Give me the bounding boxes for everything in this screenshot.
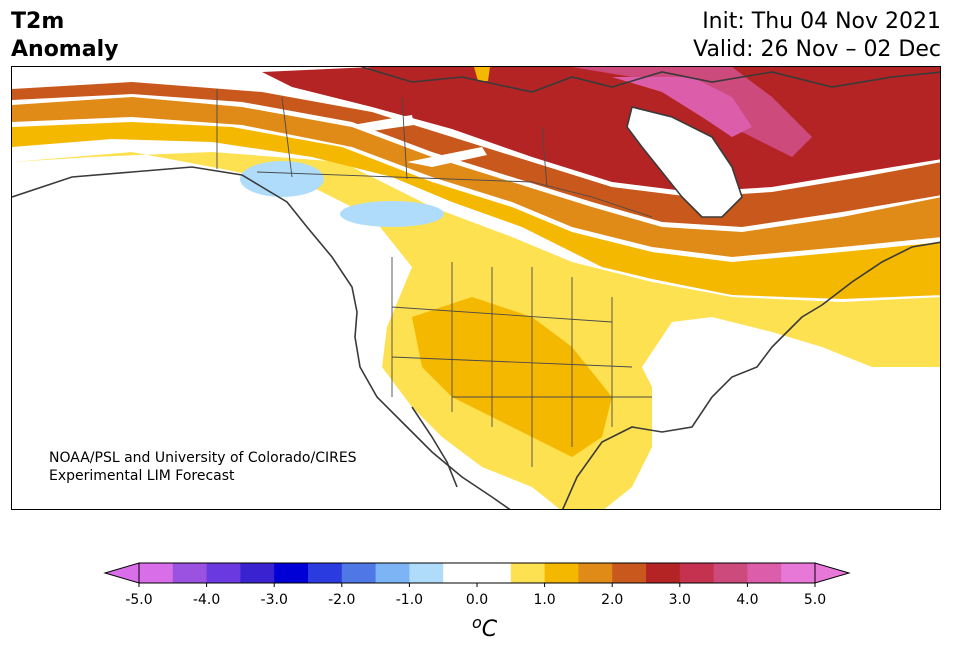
unit-superscript: o <box>472 613 482 632</box>
state-lines-1 <box>391 257 652 467</box>
colorbar-cell <box>781 563 816 583</box>
atlantic-coast <box>821 241 940 306</box>
colorbar-cell <box>206 563 241 583</box>
credit-line-2: Experimental LIM Forecast <box>49 468 235 484</box>
band-top <box>612 77 752 137</box>
province-lines <box>216 89 548 188</box>
colorbar-cell <box>544 563 579 583</box>
forecast-dates: Init: Thu 04 Nov 2021 Valid: 26 Nov – 02… <box>693 8 941 64</box>
anomaly-fill <box>12 67 940 509</box>
band-2-3 <box>12 122 940 299</box>
anomaly-map <box>11 66 941 510</box>
colorbar-cell <box>409 563 444 583</box>
data-credit: NOAA/PSL and University of Colorado/CIRE… <box>49 449 357 485</box>
colorbar-cell <box>646 563 681 583</box>
colorbar-tick-label: 0.0 <box>466 592 488 608</box>
colorbar-cell <box>578 563 613 583</box>
band-6-7 <box>492 67 812 157</box>
band-peak <box>474 67 490 81</box>
colorbar-tick-label: 2.0 <box>601 592 623 608</box>
colorbar-cell <box>443 563 478 583</box>
colorbar-cell <box>240 563 275 583</box>
colorbar-cell <box>139 563 174 583</box>
colorbar-tick-label: -5.0 <box>125 592 152 608</box>
map-svg <box>12 67 940 509</box>
credit-line-1: NOAA/PSL and University of Colorado/CIRE… <box>49 450 357 466</box>
init-date: Init: Thu 04 Nov 2021 <box>702 9 941 34</box>
colorbar-ticks: -5.0 -4.0 -3.0 -2.0 -1.0 0.0 1.0 2.0 3.0 4.0 5.0 <box>125 583 826 608</box>
title-variable: T2m <box>11 9 65 34</box>
colorbar-tick-label: -1.0 <box>396 592 423 608</box>
colorbar-cell <box>308 563 343 583</box>
colorbar-cell <box>274 563 309 583</box>
arctic-islands <box>361 67 940 93</box>
colorbar-cell <box>747 563 782 583</box>
coastlines <box>12 67 940 509</box>
colorbar-cell <box>713 563 748 583</box>
colorbar-tick-label: 4.0 <box>736 592 758 608</box>
cool-anomaly-1 <box>240 161 324 197</box>
colorbar-cell <box>612 563 647 583</box>
colorbar-cell <box>341 563 377 583</box>
colorbar-tick-label: -3.0 <box>261 592 288 608</box>
map-title: T2m Anomaly <box>11 8 118 64</box>
colorbar-cell <box>477 563 512 583</box>
colorbar-over-arrow <box>814 562 851 584</box>
colorbar-tick-label: 1.0 <box>533 592 555 608</box>
colorbar-cells <box>139 563 816 583</box>
political-borders <box>216 89 653 467</box>
unit-symbol: C <box>482 617 498 642</box>
white-patch-2 <box>407 147 487 167</box>
title-type: Anomaly <box>11 37 119 62</box>
colorbar-tick-label: 5.0 <box>804 592 826 608</box>
cool-anomaly-2 <box>340 201 444 227</box>
valid-range: Valid: 26 Nov – 02 Dec <box>693 37 941 62</box>
colorbar-cell <box>679 563 715 583</box>
band-3-4 <box>12 97 940 257</box>
hudson-bay <box>626 106 743 218</box>
pacific-coast <box>12 166 511 509</box>
colorbar-tick-label: 3.0 <box>669 592 691 608</box>
colorbar-under-arrow <box>103 562 140 584</box>
gulf-coast <box>562 304 823 509</box>
us-canada-border <box>256 171 653 218</box>
colorbar-unit: oC <box>472 613 498 642</box>
white-patch-1 <box>352 115 414 131</box>
colorbar-cell <box>510 563 546 583</box>
colorbar: -5.0 -4.0 -3.0 -2.0 -1.0 0.0 1.0 2.0 3.0 4.0 5.0 o… <box>103 562 851 642</box>
band-inner-sw <box>412 297 612 457</box>
colorbar-tick-label: -4.0 <box>193 592 220 608</box>
colorbar-cell <box>172 563 208 583</box>
colorbar-tick-label: -2.0 <box>328 592 355 608</box>
colorbar-cell <box>375 563 410 583</box>
baja-coast <box>411 406 458 488</box>
